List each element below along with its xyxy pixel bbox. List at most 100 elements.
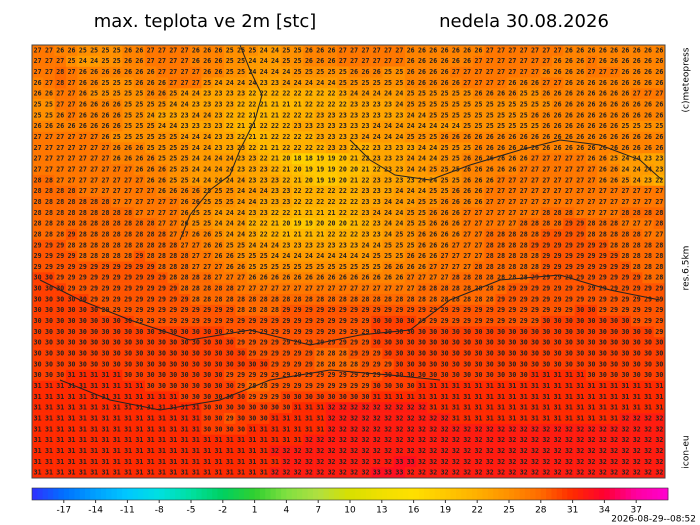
- cell-value: 27: [181, 230, 189, 238]
- cell: [258, 283, 270, 295]
- cell-value: 30: [644, 371, 652, 379]
- cell: [77, 391, 89, 403]
- cell: [43, 185, 55, 197]
- cell: [348, 185, 361, 197]
- cell-value: 25: [248, 46, 256, 54]
- cell: [585, 326, 598, 338]
- cell: [212, 88, 225, 100]
- cell-value: 22: [316, 90, 324, 98]
- cell-value: 27: [475, 252, 483, 260]
- cell-value: 27: [350, 46, 358, 54]
- cell-value: 24: [248, 187, 256, 195]
- cell-value: 31: [441, 382, 449, 390]
- cell: [303, 358, 315, 371]
- cell-value: 25: [169, 144, 177, 152]
- cell: [43, 250, 55, 262]
- cell: [438, 326, 451, 338]
- cell-value: 32: [407, 436, 415, 444]
- cell: [461, 196, 474, 208]
- cell: [619, 77, 632, 89]
- cell: [303, 218, 315, 230]
- cell: [653, 456, 666, 468]
- cell-value: 26: [101, 68, 109, 76]
- cell: [156, 348, 168, 360]
- cell-value: 31: [271, 414, 279, 422]
- cell: [518, 423, 530, 435]
- cell: [540, 434, 553, 446]
- cell-value: 30: [486, 350, 494, 358]
- cell-value: 30: [588, 317, 596, 325]
- cell-value: 31: [90, 447, 98, 455]
- cell-value: 24: [407, 165, 415, 173]
- cell-value: 30: [350, 393, 358, 401]
- cell-value: 26: [181, 220, 189, 228]
- cell: [563, 142, 575, 154]
- cell-value: 30: [655, 339, 663, 347]
- cell-value: 25: [452, 176, 460, 184]
- cell-value: 32: [350, 447, 358, 455]
- cell: [43, 293, 55, 306]
- cell-value: 27: [531, 46, 539, 54]
- cell-value: 26: [520, 155, 528, 163]
- cell: [359, 413, 372, 425]
- cell: [348, 99, 361, 111]
- cell: [32, 99, 44, 111]
- cell-value: 26: [158, 165, 166, 173]
- cell: [597, 337, 609, 349]
- cell: [314, 250, 327, 262]
- cell: [393, 77, 406, 89]
- cell: [235, 229, 248, 241]
- cell: [212, 315, 225, 327]
- colorbar-segment: [212, 488, 218, 500]
- cell: [65, 423, 78, 435]
- cell-value: 30: [395, 371, 403, 379]
- cell-value: 28: [45, 209, 53, 217]
- cell: [314, 391, 327, 403]
- cell-value: 23: [395, 176, 403, 184]
- cell-value: 26: [475, 198, 483, 206]
- cell: [133, 402, 146, 414]
- cell: [212, 413, 225, 425]
- cell-value: 24: [328, 79, 336, 87]
- cell: [416, 283, 428, 295]
- cell-value: 27: [192, 241, 200, 249]
- cell-value: 29: [79, 263, 87, 271]
- cell-value: 32: [463, 469, 471, 477]
- cell: [178, 229, 191, 241]
- cell-value: 27: [508, 209, 516, 217]
- cell-value: 25: [441, 144, 449, 152]
- cell-value: 31: [79, 371, 87, 379]
- cell-value: 27: [68, 176, 76, 184]
- cell-value: 26: [316, 274, 324, 282]
- cell-value: 31: [260, 436, 268, 444]
- cell: [224, 304, 236, 316]
- cell-value: 29: [68, 252, 76, 260]
- cell-value: 26: [328, 46, 336, 54]
- cell: [382, 45, 395, 57]
- cell: [280, 358, 293, 371]
- cell: [653, 315, 666, 327]
- cell: [631, 402, 643, 414]
- cell-value: 25: [135, 133, 143, 141]
- cell-value: 31: [79, 404, 87, 412]
- cell-value: 31: [520, 414, 528, 422]
- cell: [303, 99, 315, 111]
- cell-value: 31: [101, 436, 109, 444]
- cell-value: 30: [418, 371, 426, 379]
- cell: [269, 380, 281, 392]
- cell: [472, 109, 485, 122]
- cell-value: 31: [113, 436, 121, 444]
- cell-value: 25: [158, 155, 166, 163]
- cell: [325, 131, 338, 143]
- cell: [246, 456, 259, 468]
- cell-value: 32: [384, 458, 392, 466]
- cell-value: 32: [384, 447, 392, 455]
- cell: [348, 304, 361, 316]
- cell: [529, 315, 541, 327]
- cell: [551, 402, 564, 414]
- cell-value: 27: [520, 209, 528, 217]
- cell-value: 31: [56, 447, 64, 455]
- cell: [359, 88, 372, 100]
- cell-value: 21: [248, 111, 256, 119]
- cell-value: 31: [158, 414, 166, 422]
